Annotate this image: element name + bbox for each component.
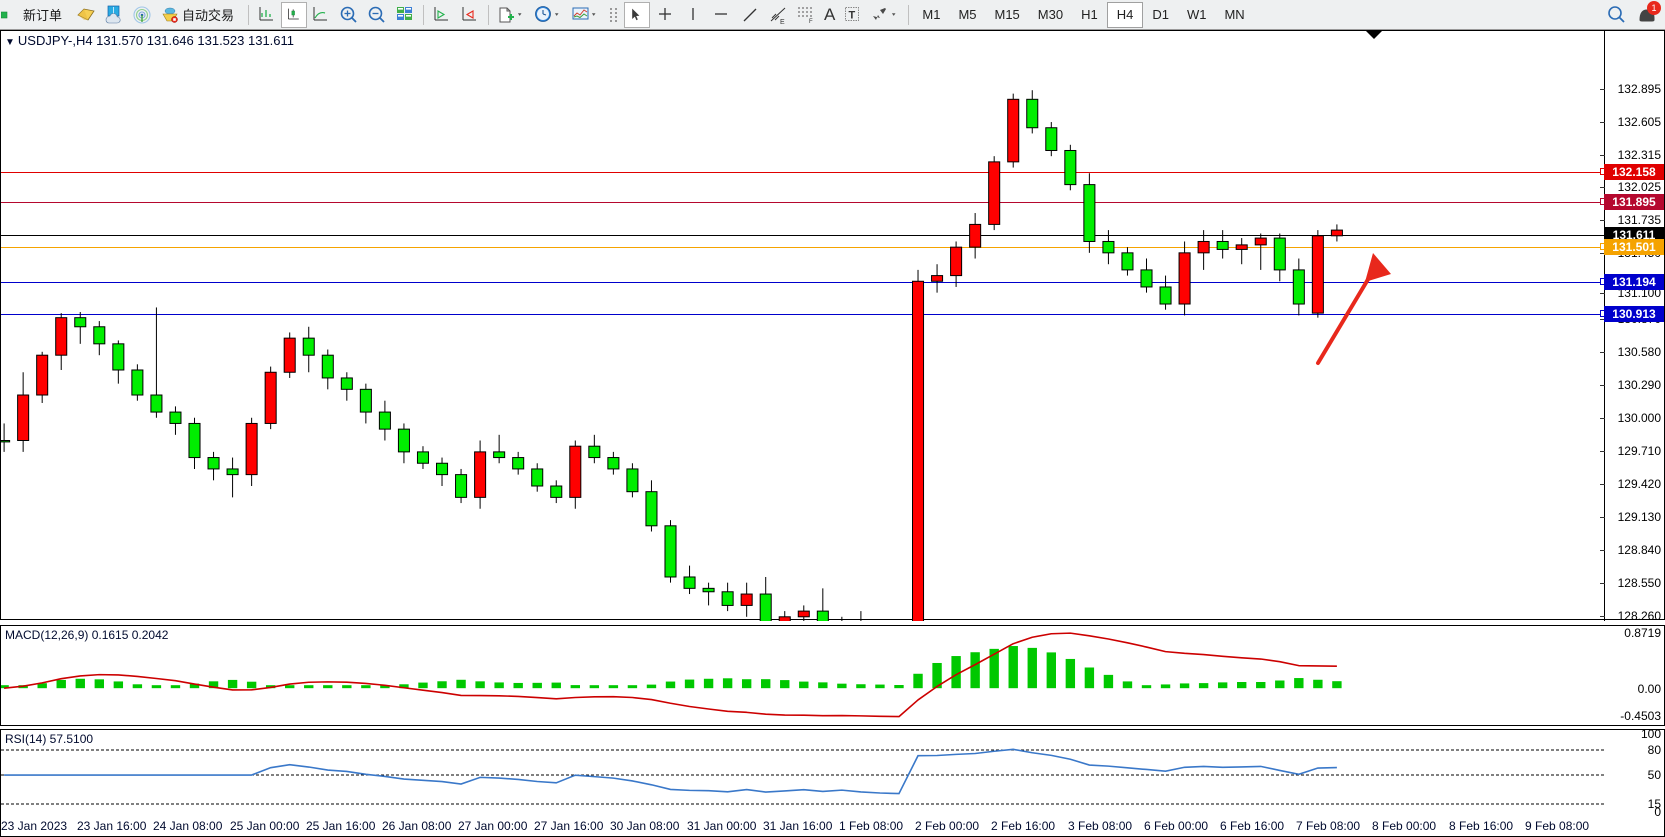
svg-text:F: F: [809, 19, 813, 25]
svg-text:E: E: [780, 19, 785, 25]
svg-text:T: T: [849, 9, 856, 21]
